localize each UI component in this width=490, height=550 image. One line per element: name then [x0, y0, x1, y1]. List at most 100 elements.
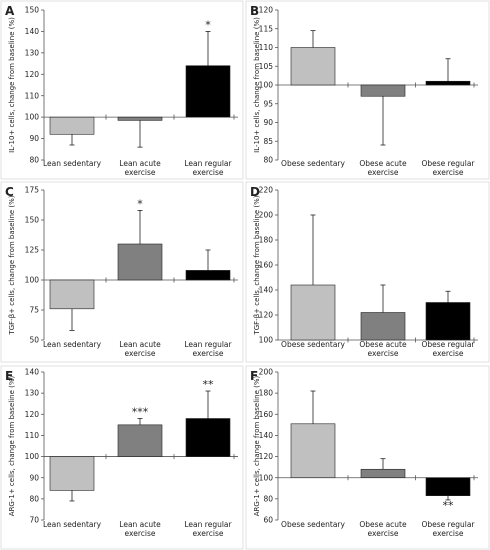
y-tick-label: 120	[259, 311, 274, 320]
category-label: Lean regular exercise	[184, 520, 232, 538]
significance-marker: **	[203, 378, 215, 391]
panel-letter: C	[5, 185, 14, 199]
bar-2	[360, 84, 406, 97]
bar-3	[425, 80, 471, 86]
y-tick-label: 110	[259, 43, 274, 52]
y-tick-label: 140	[25, 27, 40, 36]
y-axis-title: TGF-β+ cells, change from baseline (%)	[8, 195, 16, 335]
y-tick-label: 140	[259, 431, 274, 440]
y-tick-label: 175	[25, 186, 40, 195]
y-tick-label: 120	[25, 410, 40, 419]
bar-1	[49, 456, 95, 491]
panel-frame	[0, 181, 244, 363]
panel-frame	[245, 181, 490, 363]
y-tick-label: 90	[29, 134, 39, 143]
category-label: Lean acute exercise	[119, 520, 161, 538]
y-tick-label: 100	[259, 336, 274, 345]
y-tick-label: 140	[25, 368, 40, 377]
y-tick-label: 130	[25, 389, 40, 398]
bar-1	[49, 116, 95, 135]
y-tick-label: 120	[259, 6, 274, 15]
category-label: Lean sedentary	[43, 159, 102, 168]
significance-marker: **	[443, 499, 455, 512]
y-tick-label: 200	[259, 368, 274, 377]
panel-letter: E	[5, 369, 13, 383]
category-label: Obese regular exercise	[422, 520, 476, 538]
category-label: Lean sedentary	[43, 340, 102, 349]
panel-a: A 80 90 100 110 120 130 140 150 IL-10+ cells, cha…	[0, 0, 244, 180]
panel-letter: F	[250, 369, 258, 383]
y-tick-label: 110	[25, 91, 40, 100]
y-tick-label: 105	[259, 62, 274, 71]
y-tick-label: 120	[25, 70, 40, 79]
y-tick-label: 100	[259, 473, 274, 482]
bar-3	[185, 65, 231, 118]
bar-3	[185, 270, 231, 281]
bar-3	[185, 418, 231, 457]
category-label: Lean acute exercise	[119, 159, 161, 177]
y-tick-label: 150	[25, 6, 40, 15]
category-label: Obese sedentary	[281, 520, 345, 529]
y-tick-label: 200	[259, 211, 274, 220]
panel-frame	[0, 365, 244, 550]
panel-frame	[245, 365, 490, 550]
y-tick-label: 80	[263, 156, 273, 165]
y-tick-label: 100	[259, 81, 274, 90]
category-label: Lean regular exercise	[184, 340, 232, 358]
y-axis-title: ARG-1+ cells, change from baseline (%)	[253, 376, 261, 517]
bar-3	[425, 477, 471, 496]
bar-1	[49, 279, 95, 310]
y-tick-label: 160	[259, 410, 274, 419]
y-axis-title: IL-10+ cells, change from baseline (%)	[8, 17, 16, 153]
y-axis-title: TGF-β+ cells, change from baseline (%)	[253, 195, 261, 335]
category-label: Obese regular exercise	[422, 340, 476, 358]
y-tick-label: 130	[25, 48, 40, 57]
category-label: Obese regular exercise	[422, 159, 476, 177]
panel-c: C 50 75 100 125 150 175 TGF-β+ cells, change fr…	[0, 181, 244, 363]
panel-letter: A	[5, 4, 15, 18]
category-label: Lean sedentary	[43, 520, 102, 529]
bar-2	[360, 312, 406, 341]
y-tick-label: 125	[25, 246, 40, 255]
y-tick-label: 220	[259, 186, 274, 195]
category-label: Obese acute exercise	[359, 159, 407, 177]
category-label: Obese acute exercise	[359, 520, 407, 538]
y-tick-label: 160	[259, 261, 274, 270]
panel-frame	[245, 0, 490, 180]
panel-e: E 70 80 90 100 110 120 130 140 ARG-1+ cells, chan…	[0, 365, 244, 550]
y-tick-label: 90	[29, 473, 39, 482]
y-tick-label: 75	[29, 306, 39, 315]
category-label: Lean acute exercise	[119, 340, 161, 358]
y-tick-label: 95	[263, 99, 273, 108]
y-tick-label: 180	[259, 389, 274, 398]
y-axis-title: IL-10+ cells, change from baseline (%)	[253, 17, 261, 153]
y-tick-label: 150	[25, 216, 40, 225]
category-label: Lean regular exercise	[184, 159, 232, 177]
bar-1	[290, 284, 336, 341]
significance-marker: *	[205, 18, 211, 31]
bar-2	[117, 243, 163, 281]
y-tick-label: 90	[263, 118, 273, 127]
bar-2	[117, 116, 163, 121]
y-tick-label: 80	[263, 494, 273, 503]
bar-3	[425, 302, 471, 341]
y-tick-label: 85	[263, 137, 273, 146]
y-tick-label: 120	[259, 452, 274, 461]
panel-b: B 80 85 90 95 100 105 110 115 120 IL-10+ cells, ch…	[245, 0, 490, 180]
bar-1	[290, 423, 336, 479]
y-tick-label: 180	[259, 236, 274, 245]
category-label: Obese sedentary	[281, 159, 345, 168]
significance-marker: *	[137, 197, 143, 210]
y-tick-label: 115	[259, 24, 274, 33]
bar-1	[290, 47, 336, 86]
significance-marker: ***	[132, 406, 149, 419]
bar-2	[360, 468, 406, 479]
y-tick-label: 100	[25, 452, 40, 461]
y-tick-label: 70	[29, 516, 39, 525]
y-tick-label: 100	[25, 113, 40, 122]
category-label: Obese sedentary	[281, 340, 345, 349]
bar-2	[117, 424, 163, 457]
